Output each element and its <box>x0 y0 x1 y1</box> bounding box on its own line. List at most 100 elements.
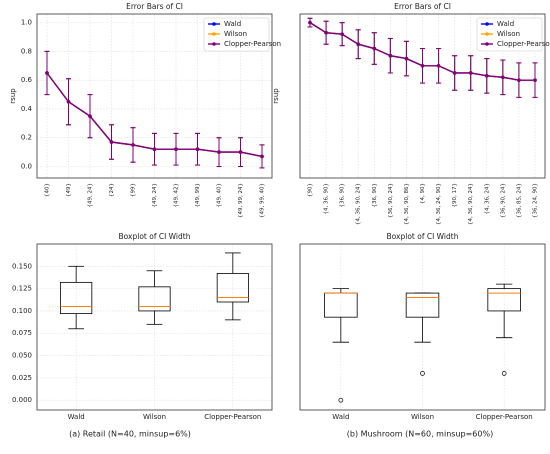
point <box>324 30 328 35</box>
x-tick-label: {49, 99, 24} <box>238 183 244 218</box>
point <box>152 147 157 152</box>
point <box>484 74 489 78</box>
point <box>88 114 92 118</box>
flier <box>338 397 344 403</box>
y-tick-label: 0.125 <box>12 285 32 293</box>
x-tick-label: {49} <box>66 183 72 197</box>
x-tick-label: {99} <box>131 183 137 197</box>
x-tick-label: {24} <box>109 183 115 197</box>
x-tick-label: {4, 90} <box>420 183 426 204</box>
point <box>436 63 441 68</box>
legend-swatch <box>485 32 489 36</box>
x-tick-label: {4, 36, 90, 86} <box>404 183 410 225</box>
point <box>195 147 200 152</box>
x-tick-label: {49, 99} <box>195 183 201 208</box>
flier <box>420 371 425 376</box>
y-tick-label: 1.0 <box>21 19 32 27</box>
legend-swatch <box>212 22 216 26</box>
x-tick-label: {49, 24} <box>152 183 158 208</box>
x-tick-label: Clopper-Pearson <box>476 413 533 421</box>
axes-frame <box>36 243 273 411</box>
y-axis-label: rsup <box>272 88 280 104</box>
legend-box <box>476 17 543 52</box>
point <box>468 71 473 75</box>
x-tick-label: {36, 90, 24} <box>388 183 394 218</box>
legend-swatch <box>485 22 489 26</box>
chart-title: Error Bars of CI <box>394 2 451 11</box>
x-tick-label: {36, 90, 24} <box>500 183 506 218</box>
point <box>533 78 537 82</box>
box <box>405 292 440 318</box>
legend-swatch <box>212 42 216 46</box>
x-tick-label: {4, 36, 90, 24} <box>356 183 362 225</box>
y-tick-label: 0.075 <box>12 329 32 337</box>
point <box>260 154 264 159</box>
point <box>308 20 312 25</box>
point <box>356 42 361 47</box>
point <box>340 32 344 36</box>
x-tick-label: Clopper-Pearson <box>204 413 261 421</box>
y-tick-label: 0.0 <box>21 162 32 170</box>
x-tick-label: Wilson <box>143 413 166 421</box>
legend-swatch <box>212 32 216 36</box>
caption: (a) Retail (N=40, minsup=6%) <box>69 430 191 439</box>
box <box>216 273 249 303</box>
axes-frame <box>299 13 546 179</box>
y-axis-label: rsup <box>9 88 17 104</box>
point <box>420 63 425 68</box>
x-tick-label: {49, 24} <box>88 183 94 208</box>
point <box>174 147 178 152</box>
x-tick-label: {90} <box>308 183 314 197</box>
x-tick-label: {4, 36, 90, 24} <box>468 183 474 225</box>
y-tick-label: 0.6 <box>21 76 33 84</box>
x-tick-label: {36, 85, 24} <box>516 183 522 218</box>
y-tick-label: 0.025 <box>12 374 32 382</box>
legend-label: Wilson <box>224 30 247 38</box>
x-tick-label: {36, 90} <box>340 183 346 208</box>
legend-box <box>203 17 270 52</box>
point <box>372 46 377 51</box>
axes-frame <box>36 13 273 179</box>
flier <box>501 371 507 376</box>
x-tick-label: {4, 36, 90} <box>324 183 330 215</box>
y-tick-label: 0.000 <box>12 396 32 404</box>
y-tick-label: 0.050 <box>12 352 32 360</box>
y-tick-label: 0.4 <box>21 105 33 113</box>
point <box>45 71 49 75</box>
x-tick-label: Wilson <box>411 413 434 421</box>
y-tick-label: 0.150 <box>12 262 32 270</box>
x-tick-label: {4, 36, 24, 90} <box>436 183 442 225</box>
y-tick-label: 0.8 <box>21 47 32 55</box>
point <box>109 140 114 144</box>
y-tick-label: 0.2 <box>21 134 32 142</box>
box <box>487 288 521 312</box>
legend-label: Clopper-Pearson <box>497 40 550 48</box>
x-tick-label: {49, 99, 40} <box>260 183 266 218</box>
legend-swatch <box>485 42 489 46</box>
box <box>60 281 93 315</box>
y-tick-label: 0.100 <box>12 307 32 315</box>
point <box>238 150 243 154</box>
chart-title: Boxplot of CI Width <box>119 232 191 241</box>
x-tick-label: {49, 42} <box>174 183 180 208</box>
x-tick-label: {40} <box>45 183 51 197</box>
legend-label: Clopper-Pearson <box>224 40 281 48</box>
caption: (b) Mushroom (N=60, minsup=60%) <box>347 430 493 439</box>
point <box>501 75 505 80</box>
point <box>404 56 409 61</box>
x-tick-label: Wald <box>332 413 349 421</box>
point <box>131 143 135 147</box>
x-tick-label: {90, 17} <box>452 183 458 208</box>
box <box>138 286 171 312</box>
legend-label: Wilson <box>497 30 520 38</box>
point <box>217 150 221 154</box>
x-tick-label: {4, 36, 24} <box>484 183 490 215</box>
x-tick-label: Wald <box>68 413 85 421</box>
point <box>452 71 457 75</box>
x-tick-label: {49, 40} <box>217 183 223 208</box>
point <box>66 99 71 104</box>
point <box>388 53 393 58</box>
legend-label: Wald <box>497 20 514 28</box>
